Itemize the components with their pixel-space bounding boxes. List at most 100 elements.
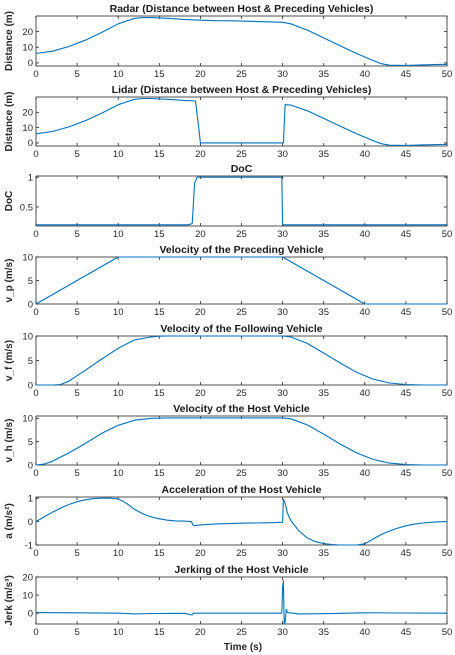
y-tick-label: 5	[28, 437, 33, 448]
x-tick-label: 45	[401, 388, 412, 399]
y-tick-label: 20	[22, 27, 33, 38]
subplot-8: Jerking of the Host Vehicle Jerk (m/s³) 0 5…	[4, 564, 452, 638]
x-tick-label: 5	[74, 69, 79, 80]
x-tick-label: 50	[442, 149, 453, 160]
y-tick-label: 1	[28, 172, 33, 183]
x-tick-label: 35	[318, 69, 329, 80]
x-tick-label: 40	[360, 229, 371, 240]
x-tick-label: 40	[360, 388, 371, 399]
y-axis-label: a (m/s²)	[4, 503, 15, 539]
x-tick-label: 15	[154, 468, 165, 479]
x-tick-label: 40	[360, 468, 371, 479]
x-tick-label: 25	[236, 69, 247, 80]
x-tick-label: 0	[33, 69, 38, 80]
y-tick-label: 0	[28, 608, 33, 619]
axes-frame	[35, 415, 448, 466]
axes-frame	[35, 96, 448, 147]
x-tick-label: 40	[360, 307, 371, 318]
x-tick-label: 20	[195, 627, 206, 638]
y-axis-label: Distance (m)	[4, 91, 15, 151]
y-axis-label: v_p (m/s)	[4, 259, 15, 303]
x-tick-label: 20	[195, 149, 206, 160]
axes-frame	[35, 576, 448, 625]
x-tick-label: 30	[277, 548, 288, 559]
chart-title: Radar (Distance between Host & Preceding…	[110, 3, 374, 15]
x-tick-label: 25	[236, 229, 247, 240]
series-line	[35, 17, 448, 66]
x-tick-label: 0	[33, 468, 38, 479]
y-tick-label: 10	[22, 252, 33, 263]
axes-frame	[35, 15, 448, 67]
axes-frame	[35, 175, 448, 227]
x-tick-label: 5	[74, 307, 79, 318]
y-tick-label: 10	[22, 331, 33, 342]
x-tick-label: 45	[401, 468, 412, 479]
y-tick-label: 0	[28, 299, 33, 310]
y-tick-label: -1	[25, 540, 33, 551]
x-tick-label: 15	[154, 627, 165, 638]
subplot-5: Velocity of the Following Vehicle v_f (m/…	[4, 323, 452, 399]
chart-title: Velocity of the Host Vehicle	[173, 403, 310, 415]
x-tick-label: 25	[236, 307, 247, 318]
subplot-3: DoC DoC 0 5 10 15 20 25 30 35 40 45 50 0.5 1	[4, 163, 452, 240]
x-tick-label: 0	[33, 149, 38, 160]
x-tick-label: 45	[401, 627, 412, 638]
x-tick-label: 15	[154, 229, 165, 240]
chart-title: Lidar (Distance between Host & Preceding…	[112, 84, 372, 96]
chart-title: DoC	[231, 163, 253, 175]
x-tick-label: 50	[442, 388, 453, 399]
y-tick-label: 1	[28, 493, 33, 504]
x-tick-label: 15	[154, 307, 165, 318]
y-tick-label: 10	[22, 414, 33, 425]
x-tick-label: 5	[74, 149, 79, 160]
x-tick-label: 50	[442, 69, 453, 80]
x-tick-label: 10	[113, 307, 124, 318]
x-tick-label: 45	[401, 229, 412, 240]
x-tick-label: 35	[318, 307, 329, 318]
x-tick-label: 35	[318, 548, 329, 559]
axes-frame	[35, 496, 448, 546]
x-tick-label: 20	[195, 69, 206, 80]
x-tick-label: 30	[277, 69, 288, 80]
x-tick-label: 5	[74, 468, 79, 479]
x-tick-label: 15	[154, 548, 165, 559]
x-tick-label: 10	[113, 149, 124, 160]
y-tick-label: 5	[28, 356, 33, 367]
series-line	[35, 497, 448, 546]
x-tick-label: 25	[236, 627, 247, 638]
subplot-2: Lidar (Distance between Host & Preceding…	[4, 84, 452, 160]
subplot-1: Radar (Distance between Host & Preceding…	[4, 3, 452, 80]
axes-frame	[35, 256, 448, 305]
x-tick-label: 50	[442, 548, 453, 559]
x-tick-label: 0	[33, 548, 38, 559]
x-tick-label: 30	[277, 307, 288, 318]
x-tick-label: 45	[401, 548, 412, 559]
x-tick-label: 25	[236, 388, 247, 399]
x-tick-label: 35	[318, 149, 329, 160]
x-tick-label: 45	[401, 149, 412, 160]
x-tick-label: 10	[113, 388, 124, 399]
y-tick-label: 0	[28, 58, 33, 69]
x-tick-label: 35	[318, 229, 329, 240]
x-tick-label: 20	[195, 229, 206, 240]
subplot-6: Velocity of the Host Vehicle v_h (m/s) 0 5 1…	[4, 403, 452, 479]
y-tick-label: 0	[28, 517, 33, 528]
chart-title: Jerking of the Host Vehicle	[174, 564, 308, 576]
x-tick-label: 40	[360, 548, 371, 559]
x-tick-label: 0	[33, 627, 38, 638]
x-axis-label: Time (s)	[224, 642, 262, 653]
x-tick-label: 10	[113, 548, 124, 559]
x-tick-label: 20	[195, 468, 206, 479]
x-tick-label: 15	[154, 388, 165, 399]
x-tick-label: 0	[33, 388, 38, 399]
x-tick-label: 10	[113, 468, 124, 479]
x-tick-label: 15	[154, 149, 165, 160]
y-tick-label: 0	[28, 460, 33, 471]
x-tick-label: 40	[360, 627, 371, 638]
x-tick-label: 5	[74, 627, 79, 638]
x-tick-label: 5	[74, 229, 79, 240]
x-tick-label: 30	[277, 388, 288, 399]
y-tick-label: 0	[28, 138, 33, 149]
y-tick-label: 20	[22, 572, 33, 583]
x-tick-label: 20	[195, 388, 206, 399]
